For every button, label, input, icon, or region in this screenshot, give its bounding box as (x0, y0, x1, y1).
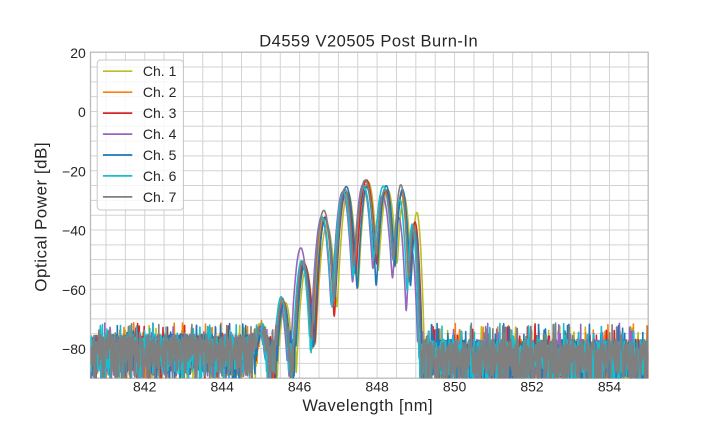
svg-text:0: 0 (78, 104, 86, 120)
svg-text:−80: −80 (62, 341, 86, 357)
svg-text:−20: −20 (62, 163, 86, 179)
svg-text:Ch. 7: Ch. 7 (143, 189, 177, 205)
svg-text:D4559 V20505 Post Burn-In: D4559 V20505 Post Burn-In (259, 33, 478, 51)
svg-text:852: 852 (520, 379, 544, 395)
svg-text:850: 850 (443, 379, 467, 395)
svg-text:848: 848 (365, 379, 389, 395)
svg-text:Wavelength [nm]: Wavelength [nm] (302, 397, 433, 415)
svg-text:Optical Power [dB]: Optical Power [dB] (32, 142, 51, 292)
svg-text:854: 854 (598, 379, 622, 395)
svg-text:Ch. 1: Ch. 1 (143, 63, 177, 79)
svg-text:Ch. 5: Ch. 5 (143, 147, 177, 163)
svg-text:842: 842 (133, 379, 157, 395)
svg-text:844: 844 (211, 379, 235, 395)
svg-text:−60: −60 (62, 282, 86, 298)
svg-text:Ch. 2: Ch. 2 (143, 84, 177, 100)
svg-text:846: 846 (288, 379, 312, 395)
svg-text:−40: −40 (62, 223, 86, 239)
svg-text:Ch. 6: Ch. 6 (143, 168, 177, 184)
svg-text:Ch. 3: Ch. 3 (143, 105, 177, 121)
svg-text:20: 20 (70, 45, 86, 61)
svg-text:Ch. 4: Ch. 4 (143, 126, 177, 142)
